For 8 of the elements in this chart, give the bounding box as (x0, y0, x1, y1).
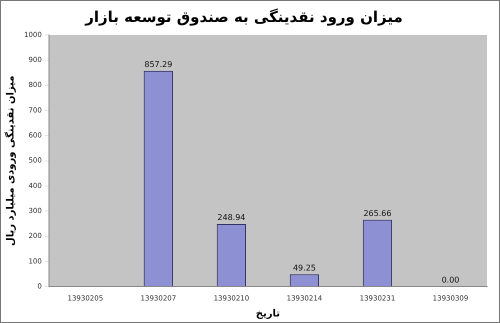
data-label: 49.25 (292, 263, 316, 272)
y-axis-title: میزان نقدینگی ورودی میلیارد ریال (4, 76, 17, 246)
data-label: 857.29 (144, 60, 172, 69)
data-label: 0.00 (442, 276, 460, 285)
x-axis-title: تاریخ (256, 308, 280, 320)
data-label: 265.66 (363, 208, 392, 218)
data-label: 248.94 (217, 213, 246, 222)
chart-title: میزان ورود نقدینگی به صندوق توسعه بازار (84, 8, 403, 26)
